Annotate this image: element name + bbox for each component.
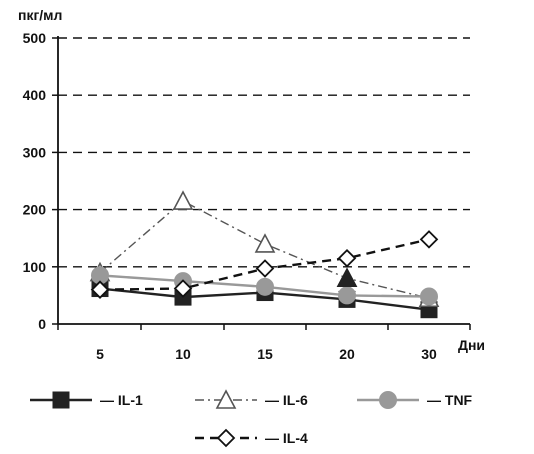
legend-item-il-6: — IL-6 bbox=[195, 389, 308, 409]
data-point-tnf bbox=[338, 286, 356, 305]
legend-item-tnf: — TNF bbox=[357, 391, 473, 409]
data-point-il-4 bbox=[255, 259, 275, 278]
y-tick-label: 200 bbox=[23, 202, 47, 218]
legend-swatch-marker bbox=[52, 391, 70, 409]
y-tick-label: 300 bbox=[23, 144, 47, 160]
legend-label: — IL-6 bbox=[265, 392, 308, 408]
x-ticks: 5 10 15 20 30 bbox=[57, 324, 471, 362]
y-tick-label: 500 bbox=[23, 30, 47, 46]
legend-swatch-marker bbox=[216, 428, 236, 448]
legend: — IL-1 — IL-6 — TNF — IL-4 bbox=[30, 389, 473, 448]
legend-label: — IL-1 bbox=[100, 392, 143, 408]
legend-item-il-4: — IL-4 bbox=[195, 428, 308, 448]
x-tick-label: 20 bbox=[339, 346, 355, 362]
series-il-4 bbox=[90, 230, 439, 299]
y-tick-label: 100 bbox=[23, 259, 47, 275]
y-tick-label: 0 bbox=[38, 316, 46, 332]
data-point-il-4 bbox=[90, 280, 110, 299]
x-tick-label: 15 bbox=[257, 346, 273, 362]
series-layer bbox=[89, 190, 440, 319]
y-tick-label: 400 bbox=[23, 87, 47, 103]
x-tick-label: 10 bbox=[175, 346, 191, 362]
data-point-tnf bbox=[256, 277, 274, 296]
data-point-il-4 bbox=[419, 230, 439, 249]
axes bbox=[57, 36, 470, 325]
x-axis-label: Дни bbox=[458, 337, 485, 353]
x-tick-label: 30 bbox=[421, 346, 437, 362]
data-point-il-6 bbox=[254, 233, 276, 253]
data-point-il-4 bbox=[173, 279, 193, 298]
legend-swatch-marker bbox=[215, 389, 237, 409]
data-point-il-6 bbox=[172, 190, 194, 210]
legend-item-il-1: — IL-1 bbox=[30, 391, 143, 409]
x-tick-label: 5 bbox=[96, 346, 104, 362]
legend-label: — TNF bbox=[427, 392, 473, 408]
gridlines bbox=[58, 37, 470, 268]
data-point-il-4 bbox=[337, 248, 357, 268]
y-axis-label: пкг/мл bbox=[18, 7, 62, 23]
data-point-tnf bbox=[420, 287, 438, 306]
legend-label: — IL-4 bbox=[265, 430, 308, 446]
legend-swatch-marker bbox=[379, 391, 397, 409]
y-ticks: 0 100 200 300 400 500 bbox=[23, 30, 58, 332]
data-point-extra bbox=[336, 267, 358, 288]
